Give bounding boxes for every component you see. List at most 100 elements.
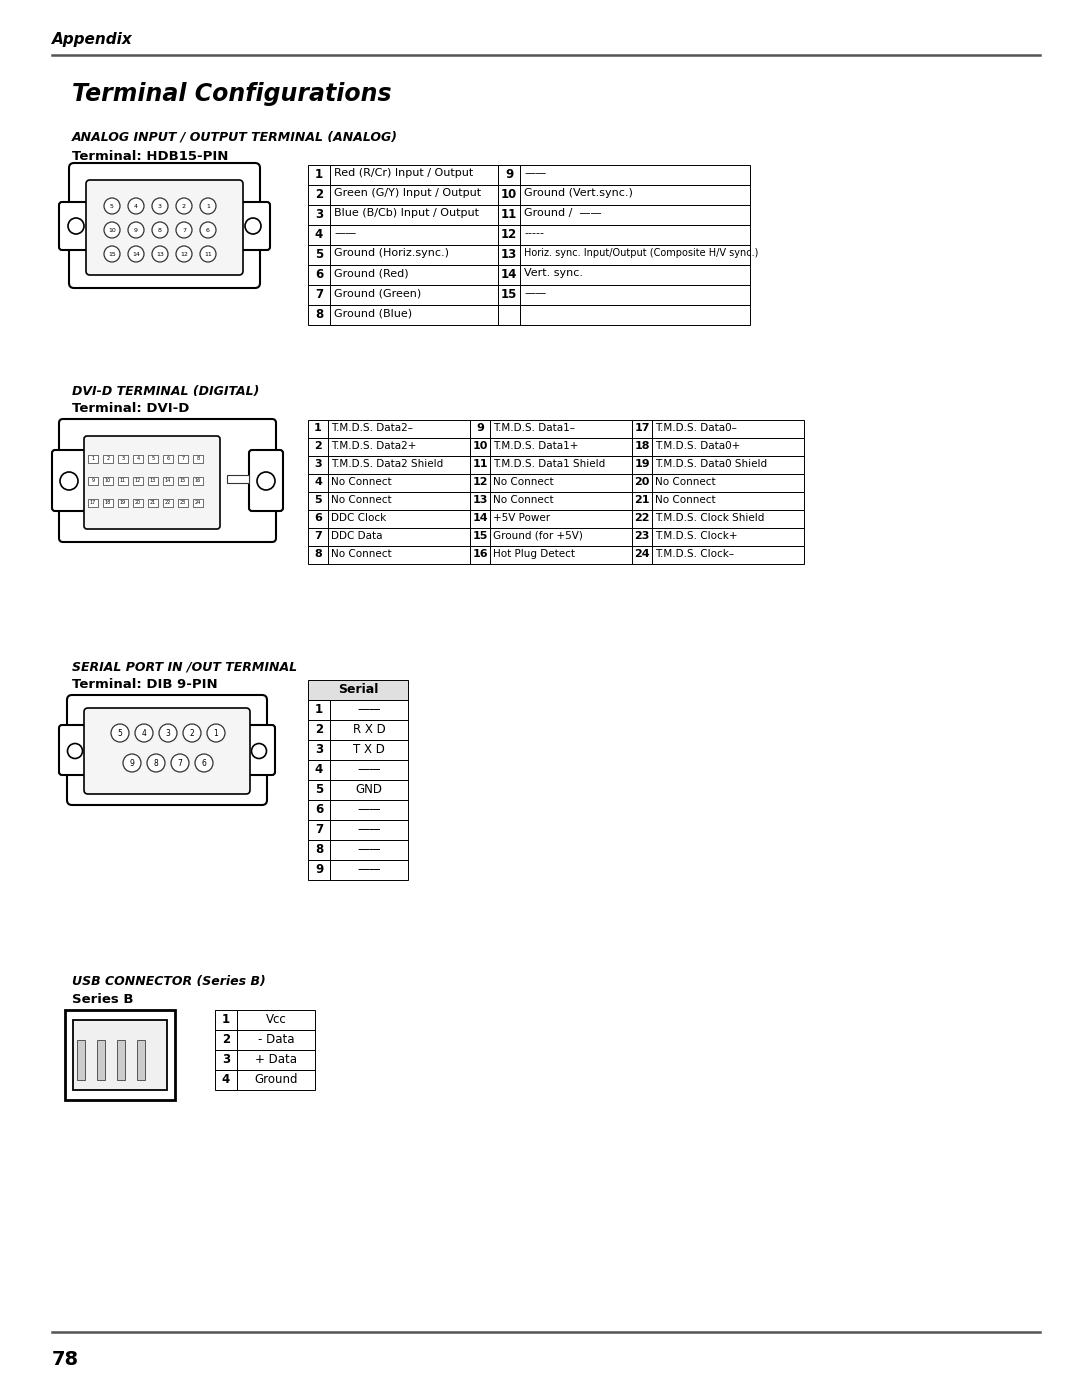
FancyBboxPatch shape — [59, 725, 91, 775]
Bar — [519, 184, 750, 205]
Text: No Connect: No Connect — [330, 476, 392, 488]
Bar — [519, 225, 750, 244]
Text: 6: 6 — [202, 759, 206, 767]
Text: + Data: + Data — [255, 1053, 297, 1066]
Text: 2: 2 — [315, 189, 323, 201]
FancyBboxPatch shape — [243, 725, 275, 775]
Bar — [470, 455, 490, 474]
Text: 12: 12 — [180, 251, 188, 257]
Circle shape — [176, 198, 192, 214]
Text: 24: 24 — [634, 549, 650, 559]
Bar — [308, 780, 330, 800]
Text: 3: 3 — [315, 208, 323, 221]
Bar — [330, 285, 498, 305]
Text: 1: 1 — [221, 1013, 230, 1025]
Text: Ground: Ground — [254, 1073, 298, 1085]
Text: ——: —— — [357, 823, 381, 835]
Bar — [328, 420, 470, 439]
Bar — [519, 244, 750, 265]
Bar — [308, 492, 328, 510]
FancyBboxPatch shape — [249, 450, 283, 511]
Bar — [632, 474, 652, 492]
Circle shape — [200, 246, 216, 263]
Bar — [328, 439, 470, 455]
Bar — [519, 205, 750, 225]
Bar — [308, 719, 330, 740]
Circle shape — [135, 724, 153, 742]
Bar — [97, 1039, 105, 1080]
Bar — [330, 820, 408, 840]
Text: 9: 9 — [130, 759, 134, 767]
Bar — [330, 740, 408, 760]
Bar — [178, 499, 188, 507]
Text: 5: 5 — [118, 728, 122, 738]
Text: 1: 1 — [315, 168, 323, 182]
Text: 6: 6 — [314, 513, 322, 522]
Bar — [328, 510, 470, 528]
Bar — [519, 305, 750, 326]
Text: 1: 1 — [214, 728, 218, 738]
Text: DVI-D TERMINAL (DIGITAL): DVI-D TERMINAL (DIGITAL) — [72, 386, 259, 398]
Text: 8: 8 — [158, 228, 162, 232]
Text: T.M.D.S. Data1+: T.M.D.S. Data1+ — [492, 441, 579, 451]
FancyBboxPatch shape — [69, 163, 260, 288]
Text: 6: 6 — [315, 803, 323, 816]
Text: 21: 21 — [634, 495, 650, 504]
Bar — [178, 476, 188, 485]
Text: 8: 8 — [197, 457, 200, 461]
FancyBboxPatch shape — [59, 419, 276, 542]
Text: 6: 6 — [315, 268, 323, 281]
Text: 24: 24 — [194, 500, 201, 506]
Bar — [652, 420, 804, 439]
Bar — [328, 492, 470, 510]
Bar — [519, 285, 750, 305]
Bar — [330, 700, 408, 719]
Text: No Connect: No Connect — [492, 495, 554, 504]
Bar — [498, 205, 519, 225]
Bar — [308, 840, 330, 861]
Text: 13: 13 — [472, 495, 488, 504]
Bar — [328, 474, 470, 492]
Text: 1: 1 — [206, 204, 210, 208]
FancyBboxPatch shape — [237, 203, 270, 250]
Text: Vert. sync.: Vert. sync. — [524, 268, 583, 278]
Text: 4: 4 — [134, 204, 138, 208]
Text: 11: 11 — [204, 251, 212, 257]
Text: 5: 5 — [315, 782, 323, 796]
Text: Terminal: DVI-D: Terminal: DVI-D — [72, 402, 189, 415]
Bar — [308, 546, 328, 564]
Bar — [77, 1039, 85, 1080]
Bar — [308, 184, 330, 205]
Text: 3: 3 — [315, 743, 323, 756]
Bar — [308, 510, 328, 528]
Text: T.M.D.S. Data0+: T.M.D.S. Data0+ — [654, 441, 740, 451]
Text: 12: 12 — [472, 476, 488, 488]
Text: ——: —— — [357, 763, 381, 775]
Bar — [215, 1070, 237, 1090]
Text: T.M.D.S. Data1 Shield: T.M.D.S. Data1 Shield — [492, 460, 605, 469]
Circle shape — [152, 222, 168, 237]
Bar — [163, 476, 173, 485]
Bar — [490, 510, 632, 528]
Text: DDC Data: DDC Data — [330, 531, 382, 541]
Text: 15: 15 — [180, 479, 186, 483]
Text: 2: 2 — [190, 728, 194, 738]
Text: Ground (Red): Ground (Red) — [334, 268, 408, 278]
Text: T.M.D.S. Data1–: T.M.D.S. Data1– — [492, 423, 575, 433]
Bar — [330, 719, 408, 740]
Bar — [328, 528, 470, 546]
Text: ——: —— — [357, 803, 381, 816]
Text: 10: 10 — [108, 228, 116, 232]
Text: Ground (Vert.sync.): Ground (Vert.sync.) — [524, 189, 633, 198]
Text: 8: 8 — [315, 842, 323, 856]
Text: 2: 2 — [107, 457, 109, 461]
Circle shape — [129, 222, 144, 237]
Text: 7: 7 — [183, 228, 186, 232]
Bar — [163, 455, 173, 462]
Circle shape — [159, 724, 177, 742]
Circle shape — [111, 724, 129, 742]
Text: ——: —— — [524, 168, 546, 177]
Bar — [490, 474, 632, 492]
Circle shape — [104, 246, 120, 263]
Bar — [330, 225, 498, 244]
